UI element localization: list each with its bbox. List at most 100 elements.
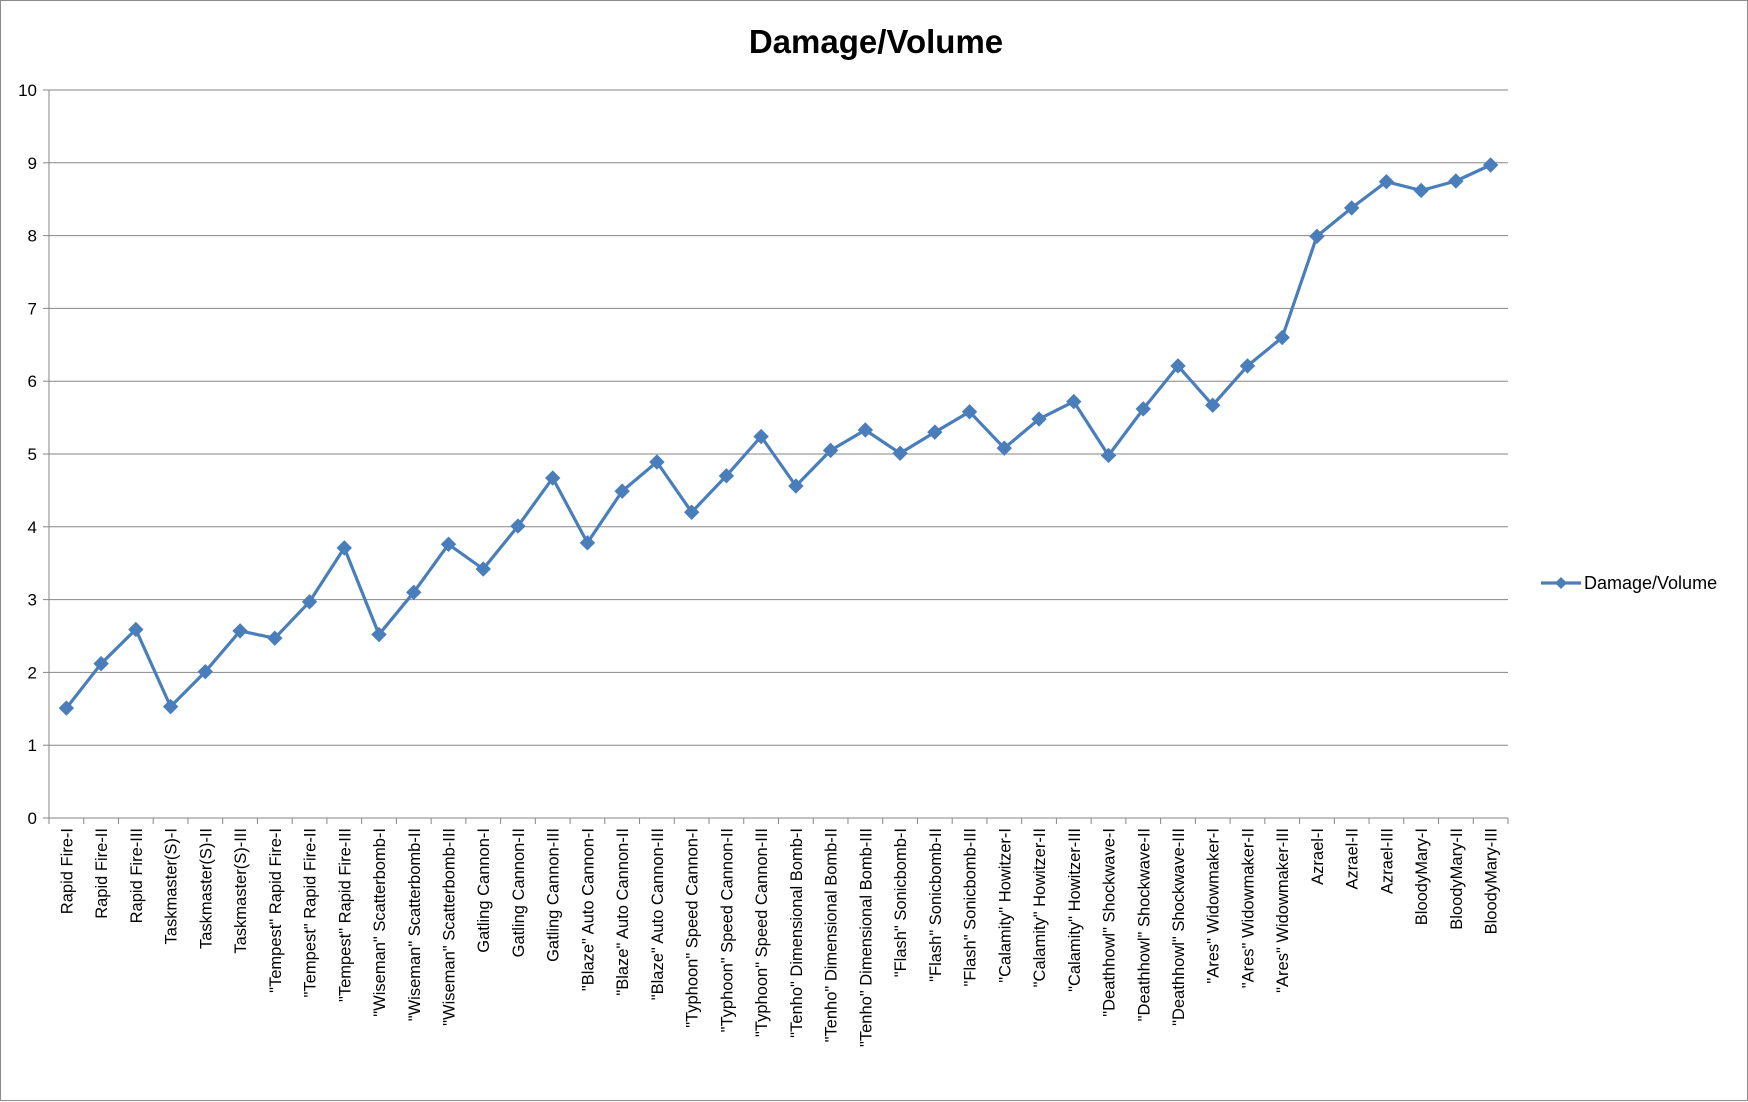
gridlines bbox=[49, 89, 1508, 746]
x-category-label: Taskmaster(S)-III bbox=[232, 828, 250, 954]
data-point-marker bbox=[336, 540, 352, 556]
x-category-label: Azrael-III bbox=[1378, 828, 1396, 894]
y-tick-label: 4 bbox=[28, 518, 37, 537]
x-category-label: Rapid Fire-II bbox=[93, 828, 111, 919]
x-axis-categories: Rapid Fire-I Rapid Fire-II Rapid Fire-III T… bbox=[58, 828, 1500, 1047]
data-point-marker bbox=[649, 454, 665, 470]
data-point-marker bbox=[579, 535, 596, 551]
data-point-marker bbox=[1274, 329, 1290, 346]
data-point-marker bbox=[510, 518, 526, 534]
x-category-label: "Deathhowl" Shockwave-III bbox=[1170, 828, 1188, 1026]
y-tick-label: 9 bbox=[28, 154, 37, 173]
data-point-marker bbox=[788, 478, 804, 494]
series-line bbox=[64, 163, 1493, 710]
x-category-label: "Calamity" Howitzer-II bbox=[1031, 828, 1049, 987]
legend: Damage/Volume bbox=[1541, 573, 1717, 593]
axes bbox=[43, 89, 1509, 824]
y-tick-label: 7 bbox=[28, 299, 37, 318]
data-point-marker bbox=[683, 504, 700, 520]
data-point-marker bbox=[753, 428, 769, 445]
data-point-marker bbox=[1100, 447, 1117, 464]
x-category-label: BloodyMary-II bbox=[1448, 828, 1466, 930]
data-point-marker bbox=[1413, 182, 1429, 199]
x-category-label: "Calamity" Howitzer-III bbox=[1066, 828, 1084, 992]
legend-marker bbox=[1555, 577, 1567, 589]
x-category-label: "Typhoon" Speed Cannon-II bbox=[718, 828, 736, 1032]
data-point-marker bbox=[1343, 200, 1360, 216]
x-category-label: "Flash" Sonicbomb-I bbox=[892, 828, 910, 977]
x-category-label: Taskmaster(S)-II bbox=[197, 828, 215, 949]
data-point-marker bbox=[58, 700, 75, 716]
data-point-marker bbox=[1378, 174, 1395, 190]
data-point-marker bbox=[301, 594, 318, 610]
data-point-marker bbox=[93, 655, 109, 672]
data-point-marker bbox=[197, 663, 214, 680]
chart-title: Damage/Volume bbox=[749, 23, 1003, 60]
x-category-label: "Deathhowl" Shockwave-II bbox=[1135, 828, 1153, 1021]
data-point-marker bbox=[1205, 397, 1221, 413]
x-category-label: "Tenho" Dimensional Bomb-III bbox=[857, 828, 875, 1047]
data-point-marker bbox=[267, 630, 283, 646]
data-point-marker bbox=[718, 468, 735, 484]
x-category-label: Gatling Cannon-III bbox=[545, 828, 563, 962]
x-category-label: Rapid Fire-III bbox=[128, 828, 146, 923]
x-category-label: "Blaze" Auto Cannon-II bbox=[614, 828, 632, 996]
x-category-label: BloodyMary-I bbox=[1413, 828, 1431, 925]
x-category-label: "Deathhowl" Shockwave-I bbox=[1101, 828, 1119, 1017]
x-category-label: "Typhoon" Speed Cannon-I bbox=[684, 828, 702, 1028]
data-point-marker bbox=[822, 442, 839, 459]
x-category-label: "Tenho" Dimensional Bomb-I bbox=[788, 828, 806, 1038]
data-point-marker bbox=[857, 422, 874, 438]
data-point-marker bbox=[475, 561, 491, 577]
x-category-label: "Ares" Widowmaker-II bbox=[1239, 828, 1257, 988]
x-category-label: Taskmaster(S)-I bbox=[163, 828, 181, 944]
y-tick-label: 3 bbox=[28, 591, 37, 610]
x-category-label: "Tempest" Rapid Fire-III bbox=[336, 828, 354, 1002]
x-category-label: BloodyMary-III bbox=[1483, 828, 1501, 934]
x-category-label: Gatling Cannon-I bbox=[475, 828, 493, 953]
x-category-label: Azrael-I bbox=[1309, 828, 1327, 885]
x-category-label: "Calamity" Howitzer-I bbox=[996, 828, 1014, 983]
data-point-marker bbox=[927, 424, 943, 440]
data-point-marker bbox=[128, 621, 144, 638]
data-point-marker bbox=[1066, 393, 1082, 410]
x-category-label: Gatling Cannon-II bbox=[510, 828, 528, 957]
data-point-marker bbox=[1309, 228, 1325, 245]
x-category-label: "Tempest" Rapid Fire-I bbox=[267, 828, 285, 993]
y-tick-label: 5 bbox=[28, 445, 37, 464]
x-category-label: "Ares" Widowmaker-III bbox=[1274, 828, 1292, 993]
x-category-label: "Blaze" Auto Cannon-I bbox=[579, 828, 597, 991]
data-point-marker bbox=[1170, 358, 1186, 374]
data-point-marker bbox=[232, 623, 248, 639]
y-tick-label: 6 bbox=[28, 372, 37, 391]
data-point-marker bbox=[440, 536, 457, 552]
y-tick-label: 8 bbox=[28, 227, 37, 246]
x-category-label: "Ares" Widowmaker-I bbox=[1205, 828, 1223, 984]
x-category-label: Azrael-II bbox=[1344, 828, 1362, 889]
data-point-marker bbox=[892, 445, 908, 461]
x-category-label: "Wiseman" Scatterbomb-I bbox=[371, 828, 389, 1017]
y-tick-label: 2 bbox=[28, 663, 37, 682]
y-tick-label: 10 bbox=[18, 81, 37, 100]
x-category-label: Rapid Fire-I bbox=[58, 828, 76, 914]
data-point-marker bbox=[1031, 411, 1047, 427]
data-point-marker bbox=[1482, 157, 1499, 173]
x-category-label: "Wiseman" Scatterbomb-II bbox=[406, 828, 424, 1021]
legend-label: Damage/Volume bbox=[1584, 573, 1717, 593]
y-tick-label: 1 bbox=[28, 736, 37, 755]
data-point-marker bbox=[1239, 358, 1256, 374]
data-point-marker bbox=[371, 626, 387, 643]
data-point-marker bbox=[961, 404, 978, 420]
data-point-marker bbox=[1135, 401, 1151, 417]
x-category-label: "Blaze" Auto Cannon-III bbox=[649, 828, 667, 1000]
data-point-marker bbox=[544, 470, 561, 486]
data-point-marker bbox=[614, 483, 630, 499]
data-point-marker bbox=[406, 584, 422, 601]
x-category-label: "Wiseman" Scatterbomb-III bbox=[440, 828, 458, 1026]
x-category-label: "Tenho" Dimensional Bomb-II bbox=[823, 828, 841, 1042]
data-point-marker bbox=[162, 698, 179, 715]
x-category-label: "Flash" Sonicbomb-II bbox=[927, 828, 945, 982]
x-category-label: "Flash" Sonicbomb-III bbox=[962, 828, 980, 986]
